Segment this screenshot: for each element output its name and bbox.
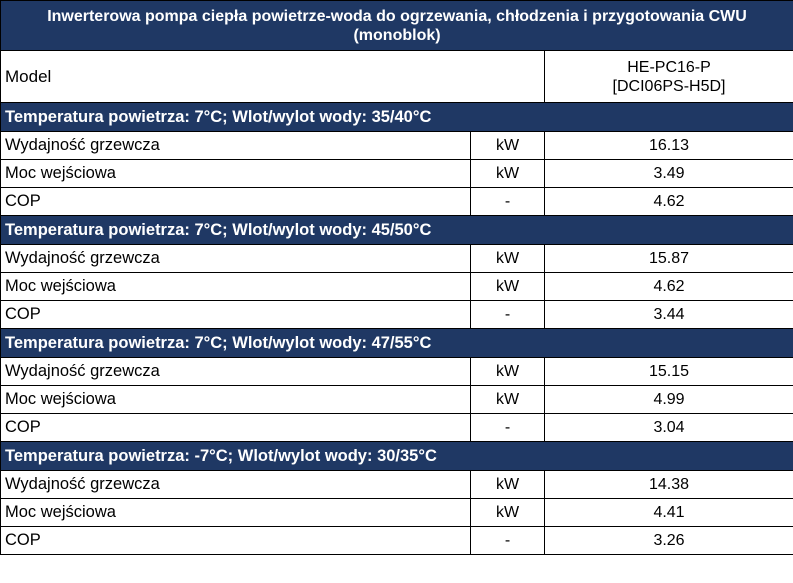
row-label: Moc wejściowa xyxy=(0,498,471,527)
row-unit: kW xyxy=(470,385,545,414)
row-label: Moc wejściowa xyxy=(0,159,471,188)
row-value: 16.13 xyxy=(543,131,793,160)
table-row: COP - 3.26 xyxy=(0,526,793,555)
table-row: COP - 3.04 xyxy=(0,413,793,442)
row-unit: kW xyxy=(470,159,545,188)
row-value: 15.15 xyxy=(543,357,793,386)
model-row: Model HE-PC16-P [DCI06PS-H5D] xyxy=(0,50,793,103)
section-header-row: Temperatura powietrza: 7°C; Wlot/wylot w… xyxy=(0,328,793,358)
row-value: 3.49 xyxy=(543,159,793,188)
section-header-row: Temperatura powietrza: -7°C; Wlot/wylot … xyxy=(0,441,793,471)
row-label: COP xyxy=(0,187,471,216)
row-value: 3.04 xyxy=(543,413,793,442)
model-value-line1: HE-PC16-P xyxy=(627,58,711,76)
row-unit: - xyxy=(470,526,545,555)
table-row: COP - 4.62 xyxy=(0,187,793,216)
table-title: Inwerterowa pompa ciepła powietrze-woda … xyxy=(0,0,793,51)
row-label: Wydajność grzewcza xyxy=(0,357,471,386)
table-row: Moc wejściowa kW 4.99 xyxy=(0,385,793,414)
title-row: Inwerterowa pompa ciepła powietrze-woda … xyxy=(0,0,793,51)
row-label: COP xyxy=(0,526,471,555)
table-row: Moc wejściowa kW 3.49 xyxy=(0,159,793,188)
row-label: COP xyxy=(0,300,471,329)
section-header-row: Temperatura powietrza: 7°C; Wlot/wylot w… xyxy=(0,102,793,132)
row-unit: - xyxy=(470,413,545,442)
row-unit: kW xyxy=(470,498,545,527)
section-heading: Temperatura powietrza: 7°C; Wlot/wylot w… xyxy=(0,102,793,132)
model-value-line2: [DCI06PS-H5D] xyxy=(612,77,726,95)
model-value: HE-PC16-P [DCI06PS-H5D] xyxy=(543,50,793,103)
table-row: Moc wejściowa kW 4.41 xyxy=(0,498,793,527)
table-row: Wydajność grzewcza kW 15.87 xyxy=(0,244,793,273)
row-unit: kW xyxy=(470,470,545,499)
row-unit: - xyxy=(470,187,545,216)
row-unit: kW xyxy=(470,244,545,273)
row-label: COP xyxy=(0,413,471,442)
section-heading: Temperatura powietrza: 7°C; Wlot/wylot w… xyxy=(0,328,793,358)
model-label: Model xyxy=(0,50,545,103)
row-label: Wydajność grzewcza xyxy=(0,131,471,160)
table-row: Wydajność grzewcza kW 16.13 xyxy=(0,131,793,160)
row-unit: kW xyxy=(470,357,545,386)
row-unit: kW xyxy=(470,131,545,160)
row-value: 3.26 xyxy=(543,526,793,555)
table-row: Moc wejściowa kW 4.62 xyxy=(0,272,793,301)
row-unit: - xyxy=(470,300,545,329)
row-label: Moc wejściowa xyxy=(0,272,471,301)
row-value: 4.62 xyxy=(543,272,793,301)
row-label: Moc wejściowa xyxy=(0,385,471,414)
row-value: 15.87 xyxy=(543,244,793,273)
table-row: COP - 3.44 xyxy=(0,300,793,329)
row-value: 14.38 xyxy=(543,470,793,499)
row-unit: kW xyxy=(470,272,545,301)
row-value: 4.99 xyxy=(543,385,793,414)
row-value: 4.41 xyxy=(543,498,793,527)
row-value: 3.44 xyxy=(543,300,793,329)
row-label: Wydajność grzewcza xyxy=(0,244,471,273)
section-header-row: Temperatura powietrza: 7°C; Wlot/wylot w… xyxy=(0,215,793,245)
section-heading: Temperatura powietrza: 7°C; Wlot/wylot w… xyxy=(0,215,793,245)
section-heading: Temperatura powietrza: -7°C; Wlot/wylot … xyxy=(0,441,793,471)
row-value: 4.62 xyxy=(543,187,793,216)
row-label: Wydajność grzewcza xyxy=(0,470,471,499)
table-row: Wydajność grzewcza kW 15.15 xyxy=(0,357,793,386)
table-row: Wydajność grzewcza kW 14.38 xyxy=(0,470,793,499)
spec-table: Inwerterowa pompa ciepła powietrze-woda … xyxy=(0,0,793,555)
